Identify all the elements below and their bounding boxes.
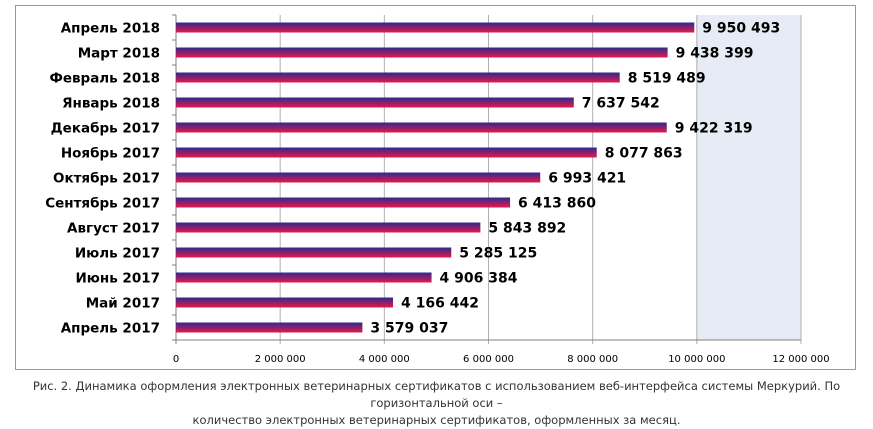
data-label: 9 438 399: [676, 46, 754, 62]
bar: [176, 272, 432, 283]
category-label: Апрель 2018: [61, 21, 160, 37]
x-tick-label: 8 000 000: [567, 354, 618, 365]
bar: [176, 122, 667, 133]
bar: [176, 197, 511, 208]
data-label: 4 166 442: [401, 296, 479, 312]
data-label: 3 579 037: [370, 321, 448, 337]
category-label: Октябрь 2017: [53, 171, 160, 187]
category-label: Ноябрь 2017: [61, 146, 160, 162]
x-tick-label: 12 000 000: [772, 354, 829, 365]
category-label: Сентябрь 2017: [45, 196, 160, 212]
bar: [176, 22, 695, 33]
grid-lines: [172, 14, 802, 344]
category-label: Март 2018: [78, 46, 160, 62]
bar: [176, 47, 668, 58]
plot-shaded-region: [696, 15, 801, 340]
bar: [176, 72, 620, 83]
category-label: Апрель 2017: [61, 321, 160, 337]
bar: [176, 97, 574, 108]
category-label: Декабрь 2017: [51, 121, 160, 137]
bar: [176, 222, 481, 233]
x-tick-label: 4 000 000: [359, 354, 410, 365]
category-label: Май 2017: [86, 296, 160, 312]
bar: [176, 297, 394, 308]
bar: [176, 247, 452, 258]
data-label: 8 077 863: [605, 146, 683, 162]
x-tick-label: 10 000 000: [668, 354, 725, 365]
data-label: 5 285 125: [459, 246, 537, 262]
data-label: 7 637 542: [582, 96, 660, 112]
x-tick-label: 2 000 000: [255, 354, 306, 365]
data-label: 6 993 421: [548, 171, 626, 187]
bars: [176, 22, 695, 333]
data-label: 6 413 860: [518, 196, 596, 212]
data-label: 9 950 493: [702, 21, 780, 37]
figure-caption: Рис. 2. Динамика оформления электронных …: [0, 378, 873, 429]
data-label: 8 519 489: [628, 71, 706, 87]
bar: [176, 172, 541, 183]
x-tick-label: 6 000 000: [463, 354, 514, 365]
category-label: Февраль 2018: [49, 71, 160, 87]
chart-frame: Апрель 2018 9 950 493 Март 2018 9 438 399 Фе…: [15, 5, 856, 370]
data-label: 9 422 319: [675, 121, 753, 137]
bar: [176, 322, 363, 333]
caption-line-1: Рис. 2. Динамика оформления электронных …: [32, 379, 841, 410]
category-label: Июль 2017: [75, 246, 160, 262]
caption-line-2: количество электронных ветеринарных серт…: [192, 413, 681, 427]
x-tick-label: 0: [173, 354, 179, 365]
category-label: Июнь 2017: [75, 271, 160, 287]
bar: [176, 147, 597, 158]
bar-chart: Апрель 2018 9 950 493 Март 2018 9 438 399 Фе…: [45, 14, 830, 365]
category-label: Январь 2018: [62, 96, 160, 112]
data-label: 5 843 892: [488, 221, 566, 237]
labels: Апрель 2018 9 950 493 Март 2018 9 438 399 Фе…: [45, 21, 780, 337]
category-label: Август 2017: [67, 221, 160, 237]
data-label: 4 906 384: [440, 271, 518, 287]
x-axis-ticks: 0 2 000 000 4 000 000 6 000 000 8 000 000 10 …: [173, 354, 830, 365]
